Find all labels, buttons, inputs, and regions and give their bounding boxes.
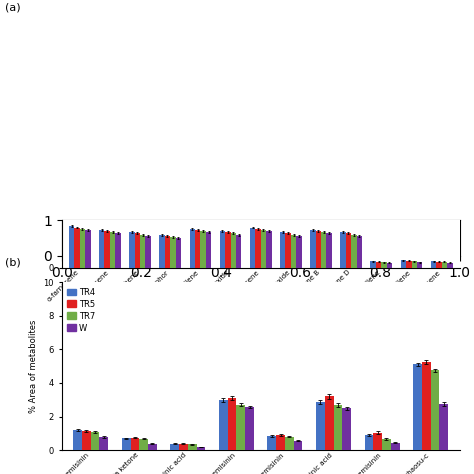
Bar xyxy=(99,230,104,268)
Text: (b): (b) xyxy=(5,258,20,268)
Bar xyxy=(219,400,228,450)
Bar xyxy=(442,262,447,268)
Bar xyxy=(195,230,201,268)
Bar xyxy=(190,229,195,268)
Bar xyxy=(431,261,436,268)
Bar xyxy=(346,234,351,268)
Bar xyxy=(280,232,285,268)
Bar xyxy=(417,262,422,268)
Bar xyxy=(236,235,241,268)
Bar xyxy=(255,229,261,268)
Bar xyxy=(291,235,296,268)
Bar xyxy=(413,365,422,450)
Bar xyxy=(436,262,442,268)
Bar xyxy=(250,228,255,268)
Bar xyxy=(85,230,91,268)
Bar xyxy=(316,402,325,450)
Bar xyxy=(74,228,80,268)
Bar xyxy=(382,262,387,268)
Bar xyxy=(146,236,151,268)
Bar xyxy=(104,231,110,268)
Bar xyxy=(296,236,302,268)
Bar xyxy=(122,438,130,450)
Bar xyxy=(261,230,266,268)
Bar xyxy=(159,235,165,268)
Bar xyxy=(197,447,205,450)
Bar xyxy=(401,260,406,268)
Bar xyxy=(371,261,376,268)
Bar xyxy=(406,261,411,268)
Bar xyxy=(73,430,82,450)
Bar xyxy=(80,229,85,268)
Bar xyxy=(179,444,188,450)
Bar xyxy=(321,232,327,268)
Bar xyxy=(382,439,391,450)
Bar xyxy=(69,227,74,268)
Bar xyxy=(225,232,230,268)
Bar xyxy=(110,232,115,268)
Legend: TR4, TR5, TR7, W: TR4, TR5, TR7, W xyxy=(66,286,97,334)
Bar xyxy=(340,232,346,268)
Bar xyxy=(237,404,245,450)
Bar xyxy=(376,262,382,268)
Bar xyxy=(387,263,392,268)
Bar xyxy=(129,232,135,268)
Bar xyxy=(285,234,291,268)
Bar xyxy=(285,437,294,450)
Bar xyxy=(294,441,302,450)
Bar xyxy=(139,438,148,450)
Bar xyxy=(170,237,176,268)
Bar xyxy=(176,238,181,268)
Bar xyxy=(447,263,453,268)
Bar xyxy=(91,432,100,450)
Bar xyxy=(374,433,382,450)
Bar xyxy=(351,235,356,268)
Bar xyxy=(325,396,334,450)
Bar xyxy=(135,234,140,268)
Bar xyxy=(115,234,121,268)
Bar xyxy=(267,436,276,450)
Bar xyxy=(356,236,362,268)
Bar xyxy=(140,235,146,268)
Y-axis label: % Area of metabolites: % Area of metabolites xyxy=(29,319,38,413)
Bar xyxy=(310,230,316,268)
Bar xyxy=(431,370,439,450)
X-axis label: Metabolites: Metabolites xyxy=(234,415,287,424)
Bar xyxy=(439,404,448,450)
Bar xyxy=(327,234,332,268)
Bar xyxy=(334,404,342,450)
Text: (a): (a) xyxy=(5,2,20,12)
Bar xyxy=(201,231,206,268)
Bar xyxy=(206,232,211,268)
Bar xyxy=(130,438,139,450)
Bar xyxy=(365,435,374,450)
Bar xyxy=(342,408,351,450)
Bar xyxy=(245,407,254,450)
Bar xyxy=(266,231,272,268)
Bar xyxy=(228,398,237,450)
Bar xyxy=(276,435,285,450)
Bar xyxy=(219,231,225,268)
Bar xyxy=(230,234,236,268)
Bar xyxy=(100,437,108,450)
Bar xyxy=(170,444,179,450)
Bar xyxy=(82,431,91,450)
Bar xyxy=(411,261,417,268)
Bar xyxy=(316,231,321,268)
Bar xyxy=(188,445,197,450)
Bar xyxy=(391,443,400,450)
Bar xyxy=(165,236,170,268)
Bar xyxy=(422,362,431,450)
Bar xyxy=(148,444,157,450)
